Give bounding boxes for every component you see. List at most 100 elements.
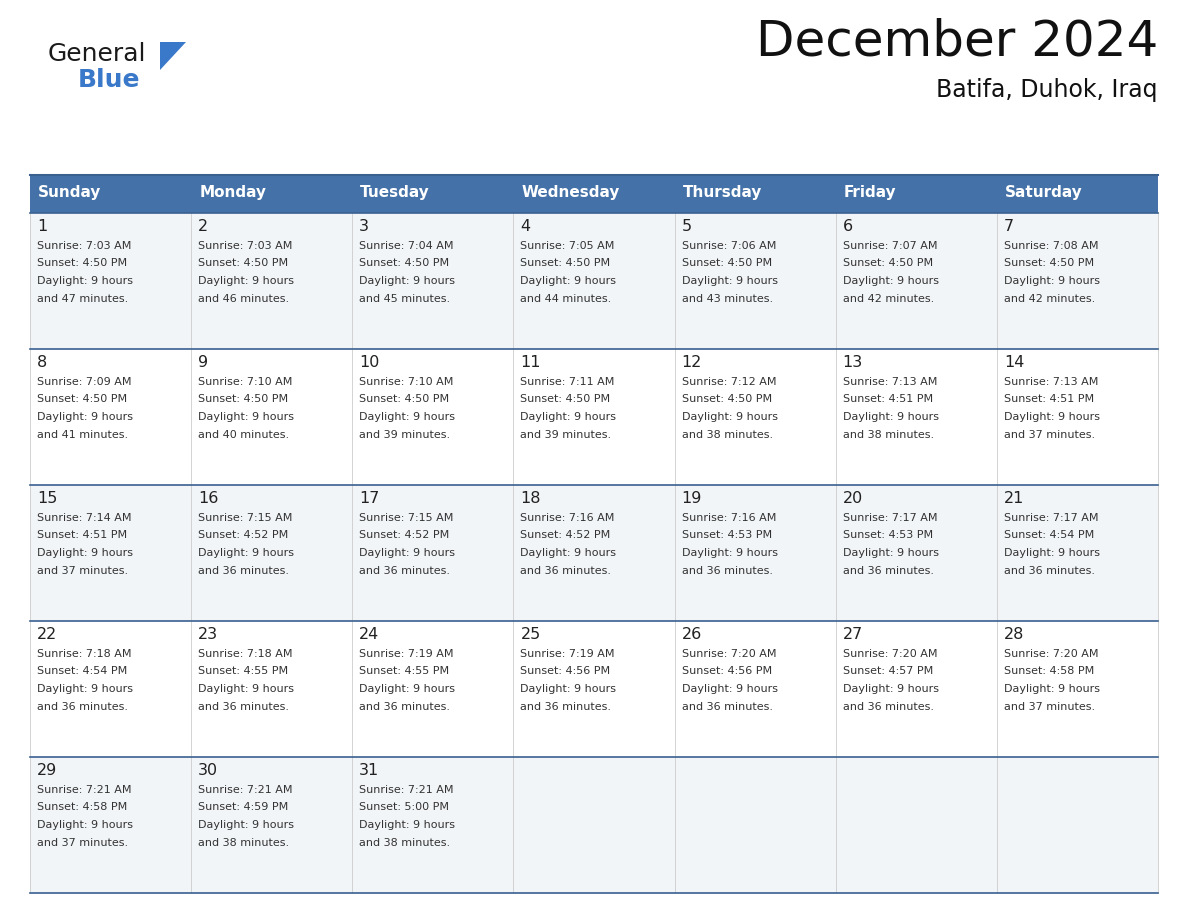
Text: Sunrise: 7:08 AM: Sunrise: 7:08 AM <box>1004 241 1099 251</box>
Text: Daylight: 9 hours: Daylight: 9 hours <box>37 412 133 422</box>
Text: Sunset: 4:51 PM: Sunset: 4:51 PM <box>1004 395 1094 405</box>
Text: Daylight: 9 hours: Daylight: 9 hours <box>1004 548 1100 558</box>
Text: Sunrise: 7:03 AM: Sunrise: 7:03 AM <box>37 241 132 251</box>
Bar <box>30 349 1158 485</box>
Text: Daylight: 9 hours: Daylight: 9 hours <box>842 276 939 286</box>
Text: 24: 24 <box>359 627 379 642</box>
Text: Monday: Monday <box>200 185 266 200</box>
Text: Sunrise: 7:07 AM: Sunrise: 7:07 AM <box>842 241 937 251</box>
Text: 19: 19 <box>682 491 702 506</box>
Text: 4: 4 <box>520 219 531 234</box>
Text: and 45 minutes.: and 45 minutes. <box>359 294 450 304</box>
Text: and 38 minutes.: and 38 minutes. <box>198 837 289 847</box>
Text: Daylight: 9 hours: Daylight: 9 hours <box>198 412 295 422</box>
Text: Sunrise: 7:19 AM: Sunrise: 7:19 AM <box>359 649 454 659</box>
Text: Sunrise: 7:14 AM: Sunrise: 7:14 AM <box>37 513 132 523</box>
Text: 17: 17 <box>359 491 380 506</box>
Text: Sunrise: 7:21 AM: Sunrise: 7:21 AM <box>359 785 454 795</box>
Text: and 36 minutes.: and 36 minutes. <box>359 565 450 576</box>
Text: Daylight: 9 hours: Daylight: 9 hours <box>359 412 455 422</box>
Text: Sunrise: 7:21 AM: Sunrise: 7:21 AM <box>198 785 292 795</box>
Text: 23: 23 <box>198 627 219 642</box>
Text: 10: 10 <box>359 355 380 370</box>
Text: Daylight: 9 hours: Daylight: 9 hours <box>842 412 939 422</box>
Text: 5: 5 <box>682 219 691 234</box>
Text: Sunset: 4:52 PM: Sunset: 4:52 PM <box>520 531 611 541</box>
Text: and 40 minutes.: and 40 minutes. <box>198 430 289 440</box>
Text: Sunset: 4:50 PM: Sunset: 4:50 PM <box>198 259 289 268</box>
Text: Sunset: 4:50 PM: Sunset: 4:50 PM <box>198 395 289 405</box>
Text: Sunrise: 7:03 AM: Sunrise: 7:03 AM <box>198 241 292 251</box>
Text: 29: 29 <box>37 763 57 778</box>
Text: 2: 2 <box>198 219 208 234</box>
Text: 28: 28 <box>1004 627 1024 642</box>
Text: Sunset: 4:50 PM: Sunset: 4:50 PM <box>682 259 772 268</box>
Text: Sunset: 5:00 PM: Sunset: 5:00 PM <box>359 802 449 812</box>
Text: 27: 27 <box>842 627 862 642</box>
Text: Daylight: 9 hours: Daylight: 9 hours <box>359 684 455 694</box>
Text: and 39 minutes.: and 39 minutes. <box>359 430 450 440</box>
Text: Sunrise: 7:13 AM: Sunrise: 7:13 AM <box>1004 377 1098 387</box>
Text: 1: 1 <box>37 219 48 234</box>
Text: and 46 minutes.: and 46 minutes. <box>198 294 289 304</box>
Text: Sunset: 4:50 PM: Sunset: 4:50 PM <box>842 259 933 268</box>
Text: and 43 minutes.: and 43 minutes. <box>682 294 772 304</box>
Text: Daylight: 9 hours: Daylight: 9 hours <box>520 684 617 694</box>
Text: Daylight: 9 hours: Daylight: 9 hours <box>682 684 778 694</box>
Text: Sunset: 4:50 PM: Sunset: 4:50 PM <box>520 395 611 405</box>
Text: 22: 22 <box>37 627 57 642</box>
Text: Daylight: 9 hours: Daylight: 9 hours <box>198 820 295 830</box>
Text: and 42 minutes.: and 42 minutes. <box>842 294 934 304</box>
Text: Daylight: 9 hours: Daylight: 9 hours <box>520 276 617 286</box>
Text: December 2024: December 2024 <box>756 18 1158 66</box>
Text: Sunset: 4:52 PM: Sunset: 4:52 PM <box>198 531 289 541</box>
Bar <box>30 621 1158 757</box>
Text: Daylight: 9 hours: Daylight: 9 hours <box>842 684 939 694</box>
Text: Daylight: 9 hours: Daylight: 9 hours <box>37 276 133 286</box>
Text: Sunrise: 7:15 AM: Sunrise: 7:15 AM <box>359 513 454 523</box>
Text: Sunrise: 7:05 AM: Sunrise: 7:05 AM <box>520 241 615 251</box>
Text: Sunrise: 7:10 AM: Sunrise: 7:10 AM <box>198 377 292 387</box>
Text: Sunset: 4:50 PM: Sunset: 4:50 PM <box>359 259 449 268</box>
Text: Sunset: 4:53 PM: Sunset: 4:53 PM <box>682 531 772 541</box>
Text: 11: 11 <box>520 355 541 370</box>
Text: Sunrise: 7:12 AM: Sunrise: 7:12 AM <box>682 377 776 387</box>
Text: and 38 minutes.: and 38 minutes. <box>359 837 450 847</box>
Text: 30: 30 <box>198 763 219 778</box>
Text: and 37 minutes.: and 37 minutes. <box>37 565 128 576</box>
Text: and 38 minutes.: and 38 minutes. <box>682 430 772 440</box>
Text: and 37 minutes.: and 37 minutes. <box>1004 701 1095 711</box>
Text: and 36 minutes.: and 36 minutes. <box>842 701 934 711</box>
Text: Batifa, Duhok, Iraq: Batifa, Duhok, Iraq <box>936 78 1158 102</box>
Text: and 42 minutes.: and 42 minutes. <box>1004 294 1095 304</box>
Text: and 44 minutes.: and 44 minutes. <box>520 294 612 304</box>
Text: Sunset: 4:50 PM: Sunset: 4:50 PM <box>520 259 611 268</box>
Text: Daylight: 9 hours: Daylight: 9 hours <box>198 548 295 558</box>
Text: Sunrise: 7:18 AM: Sunrise: 7:18 AM <box>37 649 132 659</box>
Text: 16: 16 <box>198 491 219 506</box>
Text: Blue: Blue <box>78 68 140 92</box>
Text: 31: 31 <box>359 763 379 778</box>
Text: Tuesday: Tuesday <box>360 185 430 200</box>
Text: Sunset: 4:55 PM: Sunset: 4:55 PM <box>359 666 449 677</box>
Text: Daylight: 9 hours: Daylight: 9 hours <box>198 276 295 286</box>
Text: 7: 7 <box>1004 219 1015 234</box>
Text: and 36 minutes.: and 36 minutes. <box>198 565 289 576</box>
Text: Sunrise: 7:16 AM: Sunrise: 7:16 AM <box>682 513 776 523</box>
Text: Sunset: 4:54 PM: Sunset: 4:54 PM <box>1004 531 1094 541</box>
Text: Sunset: 4:50 PM: Sunset: 4:50 PM <box>37 395 127 405</box>
Text: Sunset: 4:52 PM: Sunset: 4:52 PM <box>359 531 449 541</box>
Text: Sunset: 4:50 PM: Sunset: 4:50 PM <box>1004 259 1094 268</box>
Text: Sunset: 4:57 PM: Sunset: 4:57 PM <box>842 666 933 677</box>
Text: Daylight: 9 hours: Daylight: 9 hours <box>359 820 455 830</box>
Text: Sunrise: 7:20 AM: Sunrise: 7:20 AM <box>842 649 937 659</box>
Text: 25: 25 <box>520 627 541 642</box>
Text: Daylight: 9 hours: Daylight: 9 hours <box>37 684 133 694</box>
Text: Sunrise: 7:16 AM: Sunrise: 7:16 AM <box>520 513 615 523</box>
Text: Daylight: 9 hours: Daylight: 9 hours <box>682 548 778 558</box>
Text: Sunset: 4:56 PM: Sunset: 4:56 PM <box>682 666 772 677</box>
Text: Daylight: 9 hours: Daylight: 9 hours <box>520 412 617 422</box>
Text: Daylight: 9 hours: Daylight: 9 hours <box>1004 412 1100 422</box>
Text: Sunset: 4:50 PM: Sunset: 4:50 PM <box>682 395 772 405</box>
Text: Sunset: 4:55 PM: Sunset: 4:55 PM <box>198 666 289 677</box>
